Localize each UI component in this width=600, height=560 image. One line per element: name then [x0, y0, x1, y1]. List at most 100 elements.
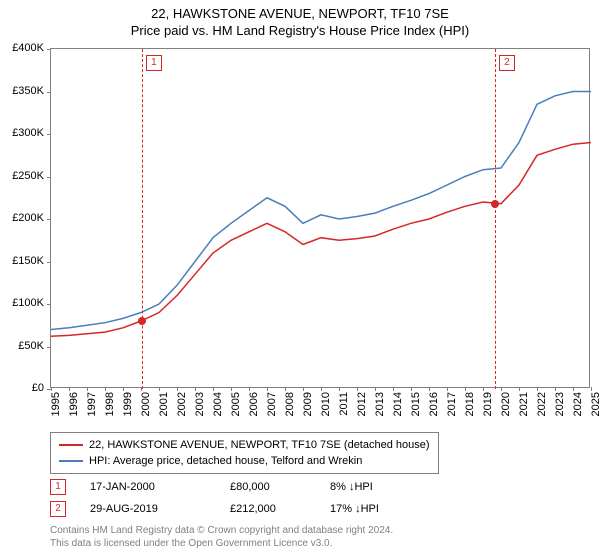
sale-marker-dot: [138, 317, 146, 325]
x-axis-label: 2021: [518, 392, 530, 432]
x-axis-label: 2007: [266, 392, 278, 432]
titles: 22, HAWKSTONE AVENUE, NEWPORT, TF10 7SE …: [0, 0, 600, 38]
y-axis-label: £200K: [0, 212, 44, 224]
chart-svg: [51, 49, 591, 389]
x-axis-label: 2022: [536, 392, 548, 432]
x-tick: [231, 387, 232, 391]
sale-date: 29-AUG-2019: [90, 503, 230, 515]
y-tick: [47, 134, 51, 135]
x-tick: [123, 387, 124, 391]
y-tick: [47, 177, 51, 178]
x-tick: [519, 387, 520, 391]
x-axis-label: 1996: [68, 392, 80, 432]
title-address: 22, HAWKSTONE AVENUE, NEWPORT, TF10 7SE: [0, 6, 600, 21]
x-axis-label: 2018: [464, 392, 476, 432]
x-tick: [213, 387, 214, 391]
x-tick: [537, 387, 538, 391]
sale-price: £212,000: [230, 503, 330, 515]
x-axis-label: 2003: [194, 392, 206, 432]
x-tick: [357, 387, 358, 391]
sale-date: 17-JAN-2000: [90, 481, 230, 493]
sale-pct-vs-hpi: 8%HPI: [330, 481, 450, 493]
y-axis-label: £400K: [0, 42, 44, 54]
y-axis-label: £300K: [0, 127, 44, 139]
x-axis-label: 2009: [302, 392, 314, 432]
x-tick: [267, 387, 268, 391]
x-axis-label: 2023: [554, 392, 566, 432]
y-axis-label: £250K: [0, 170, 44, 182]
y-tick: [47, 262, 51, 263]
x-tick: [195, 387, 196, 391]
legend: 22, HAWKSTONE AVENUE, NEWPORT, TF10 7SE …: [50, 432, 439, 474]
sales-row: 2 29-AUG-2019 £212,000 17%HPI: [50, 498, 450, 520]
x-tick: [591, 387, 592, 391]
x-axis-label: 1995: [50, 392, 62, 432]
sale-pct-vs-hpi: 17%HPI: [330, 503, 450, 515]
arrow-down-icon: [352, 503, 361, 515]
x-tick: [465, 387, 466, 391]
y-tick: [47, 92, 51, 93]
x-axis-label: 1997: [86, 392, 98, 432]
legend-item: HPI: Average price, detached house, Telf…: [59, 453, 430, 469]
y-axis-label: £0: [0, 382, 44, 394]
y-tick: [47, 304, 51, 305]
footer-line-2: This data is licensed under the Open Gov…: [50, 537, 393, 550]
sale-marker-2: 2: [50, 501, 66, 517]
chart-container: 22, HAWKSTONE AVENUE, NEWPORT, TF10 7SE …: [0, 0, 600, 560]
legend-label: HPI: Average price, detached house, Telf…: [89, 455, 362, 467]
x-axis-label: 2004: [212, 392, 224, 432]
x-tick: [285, 387, 286, 391]
x-axis-label: 2025: [590, 392, 600, 432]
x-axis-label: 2013: [374, 392, 386, 432]
x-axis-label: 2001: [158, 392, 170, 432]
x-axis-label: 2006: [248, 392, 260, 432]
x-axis-label: 2010: [320, 392, 332, 432]
x-axis-label: 2014: [392, 392, 404, 432]
x-tick: [429, 387, 430, 391]
legend-swatch: [59, 460, 83, 462]
x-tick: [393, 387, 394, 391]
x-tick: [339, 387, 340, 391]
event-label-box: 1: [146, 55, 162, 71]
x-axis-label: 2020: [500, 392, 512, 432]
event-line: [495, 49, 496, 389]
sale-marker-1: 1: [50, 479, 66, 495]
sales-table: 1 17-JAN-2000 £80,000 8%HPI 2 29-AUG-201…: [50, 476, 450, 520]
x-axis-label: 2016: [428, 392, 440, 432]
x-axis-label: 2011: [338, 392, 350, 432]
x-tick: [573, 387, 574, 391]
x-tick: [105, 387, 106, 391]
x-tick: [177, 387, 178, 391]
x-axis-label: 2012: [356, 392, 368, 432]
x-axis-label: 2000: [140, 392, 152, 432]
x-axis-label: 1999: [122, 392, 134, 432]
sales-row: 1 17-JAN-2000 £80,000 8%HPI: [50, 476, 450, 498]
x-axis-label: 2005: [230, 392, 242, 432]
x-tick: [303, 387, 304, 391]
x-axis-label: 2002: [176, 392, 188, 432]
x-axis-label: 2017: [446, 392, 458, 432]
x-tick: [411, 387, 412, 391]
event-label-box: 2: [499, 55, 515, 71]
y-axis-label: £50K: [0, 340, 44, 352]
legend-swatch: [59, 444, 83, 446]
legend-item: 22, HAWKSTONE AVENUE, NEWPORT, TF10 7SE …: [59, 437, 430, 453]
y-tick: [47, 347, 51, 348]
x-tick: [321, 387, 322, 391]
x-tick: [51, 387, 52, 391]
legend-label: 22, HAWKSTONE AVENUE, NEWPORT, TF10 7SE …: [89, 439, 430, 451]
line-price-paid: [51, 143, 591, 337]
x-tick: [501, 387, 502, 391]
x-tick: [87, 387, 88, 391]
plot-frame: 12: [50, 48, 590, 388]
x-tick: [483, 387, 484, 391]
sale-price: £80,000: [230, 481, 330, 493]
chart-area: 12 £0£50K£100K£150K£200K£250K£300K£350K£…: [50, 48, 590, 388]
x-tick: [555, 387, 556, 391]
y-axis-label: £100K: [0, 297, 44, 309]
y-tick: [47, 219, 51, 220]
x-axis-label: 2024: [572, 392, 584, 432]
x-tick: [447, 387, 448, 391]
x-axis-label: 2019: [482, 392, 494, 432]
y-axis-label: £150K: [0, 255, 44, 267]
